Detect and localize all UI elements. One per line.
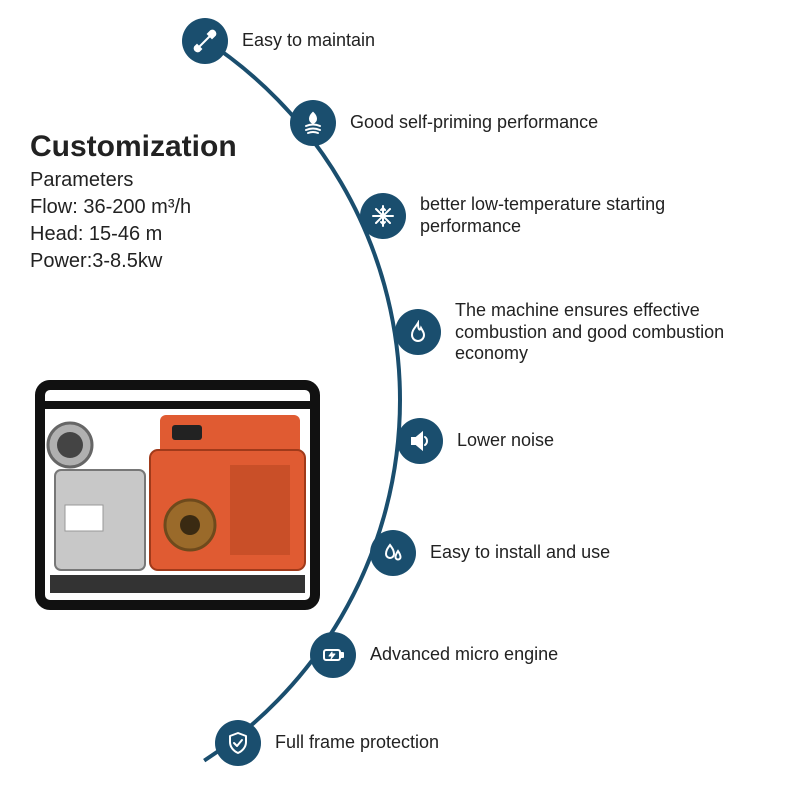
feature-label: Advanced micro engine [370,644,558,666]
feature-label: better low-temperature starting performa… [420,194,720,237]
product-image [30,375,325,615]
battery-icon [310,632,356,678]
droplets-icon [370,530,416,576]
feature-label: Easy to install and use [430,542,610,564]
feature-label: Good self-priming performance [350,112,598,134]
feature-label: Lower noise [457,430,554,452]
shield-check-icon [215,720,261,766]
param-head: Head: 15-46 m [30,221,237,248]
tools-icon [182,18,228,64]
feature-item: Lower noise [397,418,554,464]
feature-label: Easy to maintain [242,30,375,52]
feature-item: Advanced micro engine [310,632,558,678]
subtitle: Parameters [30,169,237,192]
title: Customization [30,130,237,164]
snowflake-icon [360,193,406,239]
speaker-icon [397,418,443,464]
feature-item: Full frame protection [215,720,439,766]
param-power: Power:3-8.5kw [30,248,237,275]
feature-item: Easy to maintain [182,18,375,64]
water-spiral-icon [290,100,336,146]
param-flow: Flow: 36-200 m³/h [30,194,237,221]
feature-label: The machine ensures ef­fective combustio… [455,300,755,365]
feature-item: better low-temperature starting performa… [360,193,720,239]
flame-icon [395,309,441,355]
feature-item: The machine ensures ef­fective combustio… [395,300,755,365]
feature-item: Easy to install and use [370,530,610,576]
customization-block: Customization Parameters Flow: 36-200 m³… [30,130,237,275]
feature-label: Full frame protection [275,732,439,754]
feature-item: Good self-priming performance [290,100,598,146]
